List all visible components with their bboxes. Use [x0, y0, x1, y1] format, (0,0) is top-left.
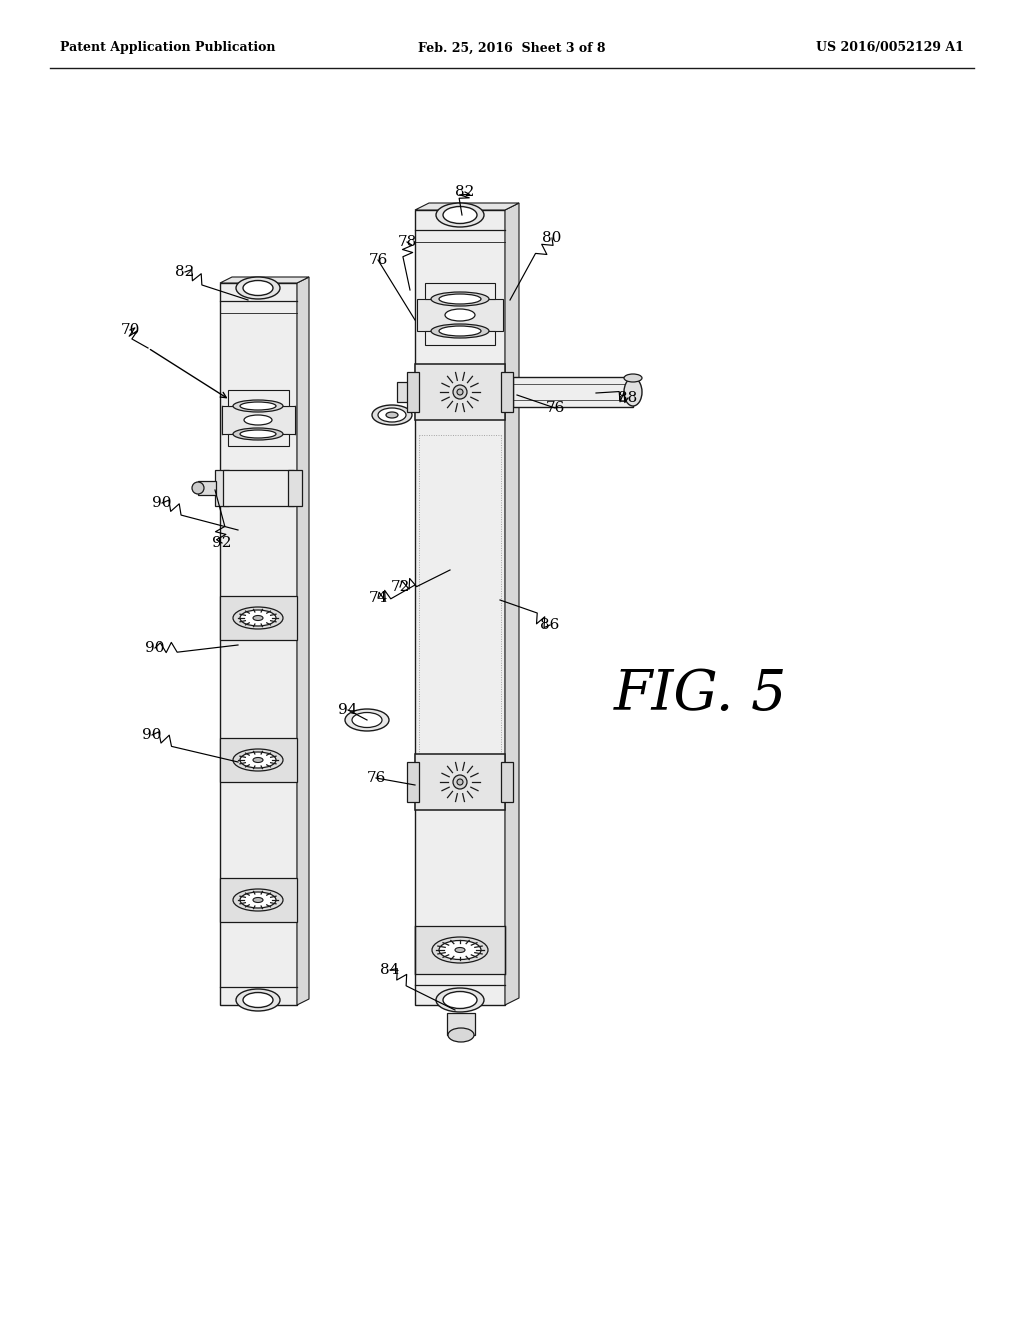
Bar	[417, 300, 503, 331]
Ellipse shape	[240, 430, 276, 438]
Text: 78: 78	[397, 235, 417, 249]
Ellipse shape	[372, 405, 412, 425]
Bar	[223, 470, 294, 506]
Ellipse shape	[253, 898, 263, 903]
Ellipse shape	[431, 292, 489, 306]
Ellipse shape	[439, 294, 481, 304]
Bar	[407, 372, 419, 412]
Text: 76: 76	[369, 253, 388, 267]
Ellipse shape	[233, 748, 283, 771]
Ellipse shape	[253, 615, 263, 620]
Ellipse shape	[233, 400, 283, 412]
Bar	[397, 381, 419, 403]
Bar	[215, 470, 229, 506]
Bar	[415, 210, 505, 1005]
Ellipse shape	[624, 378, 642, 407]
Ellipse shape	[243, 993, 273, 1007]
Ellipse shape	[386, 412, 398, 418]
Text: 72: 72	[390, 579, 410, 594]
Bar	[425, 331, 495, 345]
Bar	[220, 878, 297, 921]
Ellipse shape	[439, 326, 481, 337]
Text: 90: 90	[153, 496, 172, 510]
Text: 76: 76	[367, 771, 386, 785]
Ellipse shape	[253, 758, 263, 763]
Ellipse shape	[436, 987, 484, 1012]
Ellipse shape	[449, 1028, 474, 1041]
Ellipse shape	[236, 989, 280, 1011]
Ellipse shape	[378, 408, 406, 422]
Text: 84: 84	[380, 964, 399, 977]
Polygon shape	[220, 277, 309, 282]
Bar	[415, 754, 505, 810]
Ellipse shape	[236, 277, 280, 300]
Ellipse shape	[345, 709, 389, 731]
Ellipse shape	[233, 428, 283, 440]
Bar	[222, 407, 295, 434]
Bar	[447, 1012, 475, 1035]
Ellipse shape	[431, 323, 489, 338]
Bar	[415, 364, 505, 420]
Polygon shape	[415, 203, 519, 210]
Ellipse shape	[439, 940, 481, 960]
Ellipse shape	[240, 403, 276, 411]
Text: 88: 88	[618, 391, 638, 405]
Bar	[415, 927, 505, 974]
Text: 90: 90	[145, 642, 165, 655]
Bar	[220, 597, 297, 640]
Bar	[513, 378, 633, 407]
Text: Feb. 25, 2016  Sheet 3 of 8: Feb. 25, 2016 Sheet 3 of 8	[418, 41, 606, 54]
Ellipse shape	[457, 779, 463, 785]
Text: 82: 82	[456, 185, 475, 199]
Bar	[228, 434, 289, 446]
Text: Patent Application Publication: Patent Application Publication	[60, 41, 275, 54]
Bar	[501, 372, 513, 412]
Bar	[407, 762, 419, 803]
Polygon shape	[297, 277, 309, 1005]
Ellipse shape	[244, 414, 272, 425]
Bar	[220, 282, 297, 1005]
Ellipse shape	[243, 281, 273, 296]
Text: 76: 76	[546, 401, 564, 414]
Text: 80: 80	[543, 231, 562, 246]
Text: FIG. 5: FIG. 5	[613, 668, 786, 722]
Ellipse shape	[193, 482, 204, 494]
Ellipse shape	[443, 206, 477, 223]
Bar	[220, 738, 297, 781]
Bar	[198, 480, 216, 495]
Ellipse shape	[455, 948, 465, 953]
Ellipse shape	[624, 374, 642, 381]
Text: 86: 86	[541, 618, 560, 632]
Text: US 2016/0052129 A1: US 2016/0052129 A1	[816, 41, 964, 54]
Bar	[288, 470, 302, 506]
Text: 94: 94	[338, 704, 357, 717]
Ellipse shape	[436, 203, 484, 227]
Text: 90: 90	[142, 729, 162, 742]
Ellipse shape	[457, 389, 463, 395]
Text: 92: 92	[212, 536, 231, 550]
Ellipse shape	[432, 937, 488, 964]
Ellipse shape	[240, 610, 276, 626]
Text: 74: 74	[369, 591, 388, 605]
Ellipse shape	[453, 385, 467, 399]
Bar	[228, 389, 289, 407]
Ellipse shape	[443, 991, 477, 1008]
Ellipse shape	[240, 752, 276, 768]
Ellipse shape	[352, 713, 382, 727]
Ellipse shape	[233, 888, 283, 911]
Ellipse shape	[240, 892, 276, 908]
Bar	[425, 282, 495, 300]
Ellipse shape	[233, 607, 283, 630]
Text: 70: 70	[120, 323, 139, 337]
Polygon shape	[505, 203, 519, 1005]
Ellipse shape	[453, 775, 467, 789]
Text: 82: 82	[175, 265, 195, 279]
Bar	[501, 762, 513, 803]
Ellipse shape	[445, 309, 475, 321]
